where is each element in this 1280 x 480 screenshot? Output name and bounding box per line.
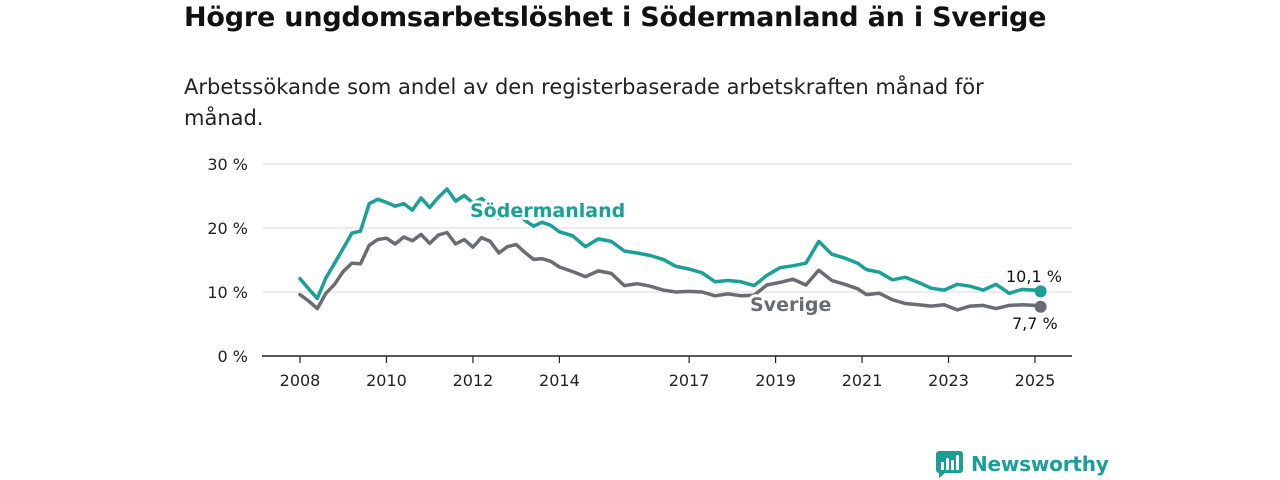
chart-subtitle: Arbetssökande som andel av den registerb…	[184, 75, 984, 130]
x-tick-label: 2023	[928, 371, 969, 390]
x-tick-label: 2014	[539, 371, 580, 390]
series-line-sverige	[298, 230, 1043, 312]
x-tick-label: 2008	[280, 371, 321, 390]
end-point-sodermanland	[1034, 285, 1047, 298]
brand-logo: Newsworthy	[936, 449, 1109, 479]
gridlines	[262, 163, 1072, 293]
x-tick-label: 2017	[669, 371, 710, 390]
series-labels: Södermanland Sverige 10,1 % 7,7 %	[467, 197, 1065, 336]
series-line-sodermanland	[298, 187, 1043, 301]
x-tick-label: 2012	[453, 371, 494, 390]
end-value-label-sverige: 7,7 %	[1012, 314, 1058, 333]
series-lines	[298, 187, 1047, 313]
newsworthy-logo-icon	[936, 450, 963, 478]
y-tick-label: 20 %	[207, 219, 248, 238]
chart-title: Högre ungdomsarbetslöshet i Södermanland…	[184, 2, 1047, 33]
x-tick-label: 2025	[1015, 371, 1056, 390]
x-tick-label: 2019	[755, 371, 796, 390]
y-tick-label: 0 %	[218, 347, 248, 366]
x-tick-label: 2010	[366, 371, 407, 390]
brand-name: Newsworthy	[971, 452, 1109, 476]
series-label-sodermanland: Södermanland	[470, 200, 625, 222]
y-tick-label: 30 %	[207, 155, 248, 174]
axes: 0 % 10 % 20 % 30 % 2008 2010 2012 2014 2017 2019 2…	[207, 155, 1072, 390]
end-point-sverige	[1034, 300, 1047, 313]
x-tick-label: 2021	[842, 371, 883, 390]
y-tick-label: 10 %	[207, 283, 248, 302]
series-label-sverige: Sverige	[750, 294, 831, 316]
end-value-label-sodermanland: 10,1 %	[1006, 267, 1062, 286]
